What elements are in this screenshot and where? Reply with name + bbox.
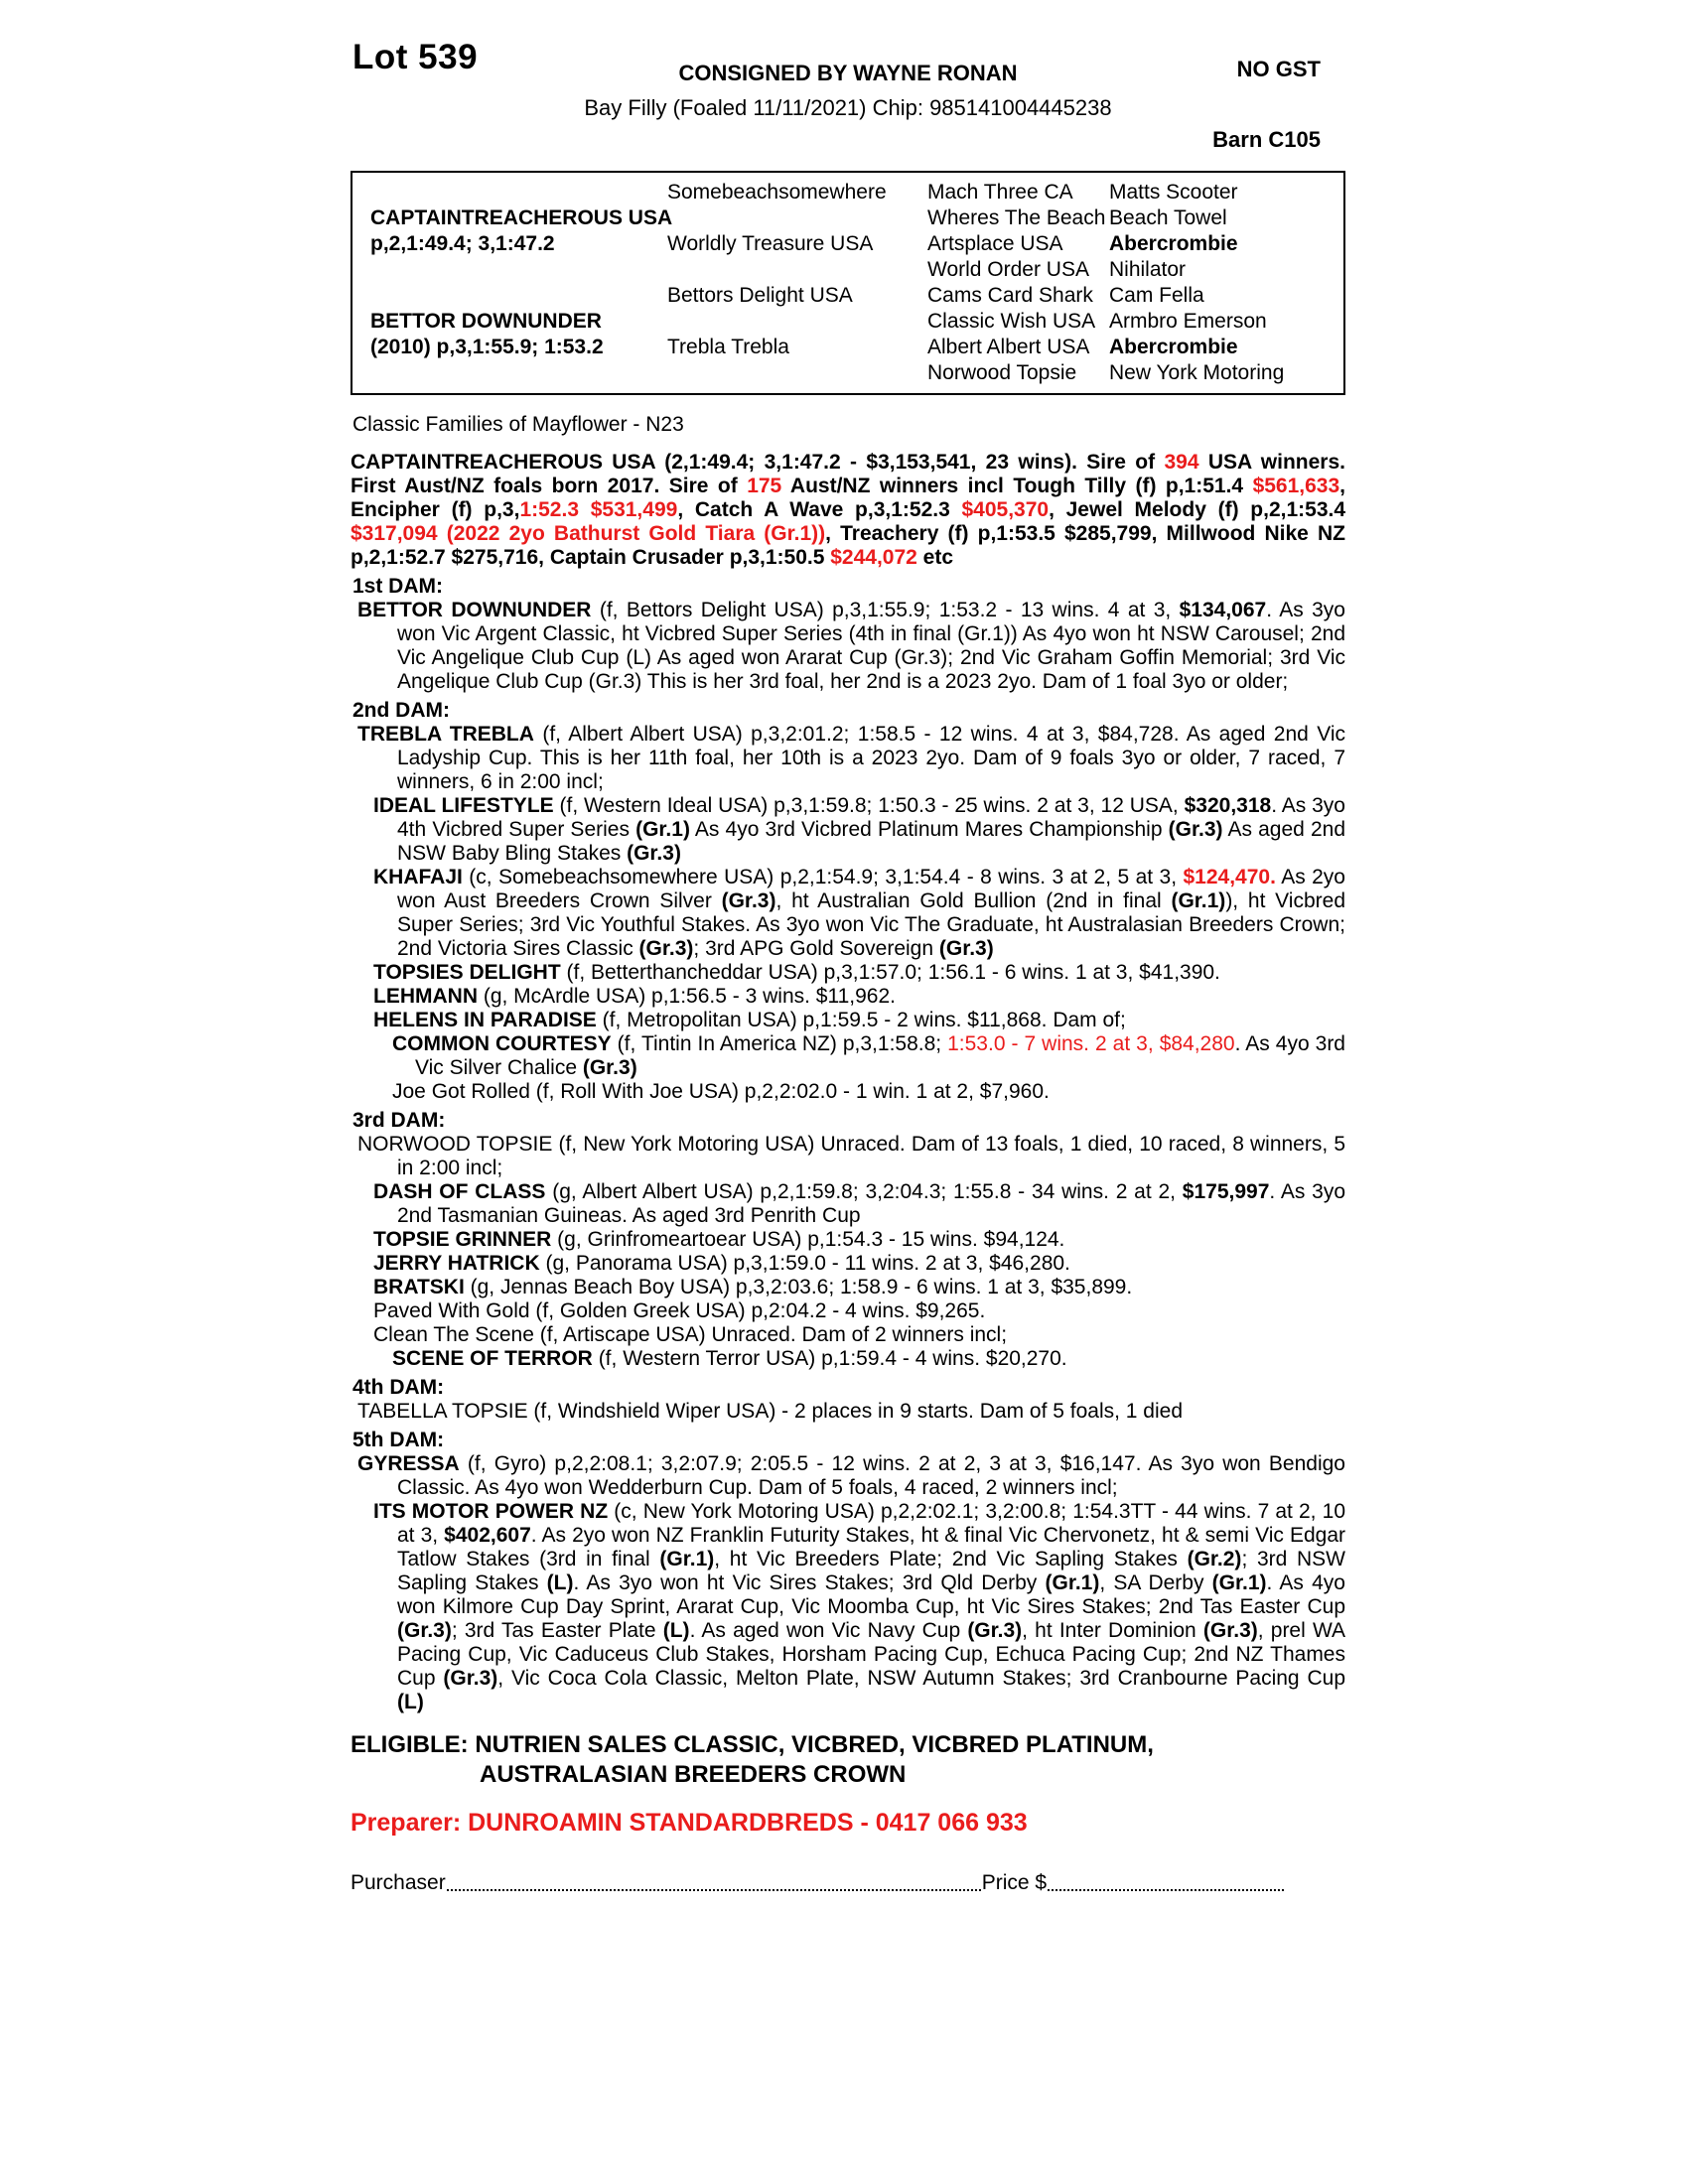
- consignor-title: CONSIGNED BY WAYNE RONAN: [678, 61, 1018, 85]
- its-motor-power: ITS MOTOR POWER NZ (c, New York Motoring…: [373, 1500, 1345, 1713]
- jerry-hatrick: JERRY HATRICK (g, Panorama USA) p,3,1:59…: [373, 1252, 1070, 1275]
- family-line: Classic Families of Mayflower - N23: [352, 413, 684, 436]
- barn-number: Barn C105: [1212, 127, 1321, 152]
- dam1-heading: 1st DAM:: [352, 575, 444, 598]
- pedigree-cell: New York Motoring: [1109, 361, 1285, 384]
- eligibility-line-1: ELIGIBLE: NUTRIEN SALES CLASSIC, VICBRED…: [351, 1731, 1154, 1758]
- page-content: Lot 539 CONSIGNED BY WAYNE RONAN NO GST …: [351, 38, 1345, 1895]
- pedigree-cell: Wheres The Beach: [927, 206, 1106, 229]
- pedigree-cell: Abercrombie: [1109, 336, 1238, 358]
- pedigree-cell: Abercrombie: [1109, 232, 1238, 255]
- pedigree-cell: Bettors Delight USA: [667, 284, 853, 307]
- trebla-trebla: TREBLA TREBLA (f, Albert Albert USA) p,3…: [357, 723, 1345, 793]
- dam4-heading: 4th DAM:: [352, 1376, 445, 1399]
- pedigree-cell: p,2,1:49.4; 3,1:47.2: [370, 232, 555, 255]
- pedigree-cell: Matts Scooter: [1109, 181, 1238, 204]
- dam2-heading: 2nd DAM:: [352, 699, 450, 722]
- pedigree-cell: CAPTAINTREACHEROUS USA: [370, 206, 673, 229]
- tabella-topsie: TABELLA TOPSIE (f, Windshield Wiper USA)…: [357, 1400, 1184, 1423]
- sire-paragraph: CAPTAINTREACHEROUS USA (2,1:49.4; 3,1:47…: [351, 451, 1346, 569]
- pedigree-cell: Somebeachsomewhere: [667, 181, 887, 204]
- horse-description: Bay Filly (Foaled 11/11/2021) Chip: 9851…: [584, 95, 1112, 120]
- lot-number: Lot 539: [352, 38, 479, 76]
- paved-with-gold: Paved With Gold (f, Golden Greek USA) p,…: [373, 1299, 986, 1322]
- pedigree-cell: Worldly Treasure USA: [667, 232, 874, 255]
- khafaji: KHAFAJI (c, Somebeachsomewhere USA) p,2,…: [373, 866, 1346, 960]
- pedigree-cell: Artsplace USA: [927, 232, 1063, 255]
- lehmann: LEHMANN (g, McArdle USA) p,1:56.5 - 3 wi…: [373, 985, 896, 1008]
- pedigree-cell: Cams Card Shark: [927, 284, 1093, 307]
- pedigree-cell: Albert Albert USA: [927, 336, 1090, 358]
- joe-got-rolled: Joe Got Rolled (f, Roll With Joe USA) p,…: [392, 1080, 1050, 1103]
- gyressa: GYRESSA (f, Gyro) p,2,2:08.1; 3,2:07.9; …: [357, 1452, 1345, 1499]
- eligibility-line-2: AUSTRALASIAN BREEDERS CROWN: [480, 1761, 907, 1788]
- pedigree-text: CAPTAINTREACHEROUS USA (2,1:49.4; 3,1:47…: [351, 451, 1345, 1714]
- ideal-lifestyle: IDEAL LIFESTYLE (f, Western Ideal USA) p…: [373, 794, 1345, 865]
- pedigree-cell: BETTOR DOWNUNDER: [370, 310, 602, 333]
- pedigree-cell: [352, 283, 667, 309]
- pedigree-cell: Armbro Emerson: [1109, 310, 1267, 333]
- dam3-heading: 3rd DAM:: [352, 1109, 446, 1132]
- purchaser-label: Purchaser: [351, 1871, 446, 1894]
- helens-in-paradise: HELENS IN PARADISE (f, Metropolitan USA)…: [373, 1009, 1126, 1031]
- pedigree-cell: [667, 360, 927, 386]
- common-courtesy: COMMON COURTESY (f, Tintin In America NZ…: [392, 1032, 1345, 1079]
- pedigree-cell: Trebla Trebla: [667, 336, 789, 358]
- price-fill-line: [1048, 1888, 1285, 1891]
- pedigree-cell: Beach Towel: [1109, 206, 1227, 229]
- bettor-downunder: BETTOR DOWNUNDER (f, Bettors Delight USA…: [357, 599, 1345, 693]
- pedigree-cell: [667, 257, 927, 283]
- scene-of-terror: SCENE OF TERROR (f, Western Terror USA) …: [392, 1347, 1067, 1370]
- dam5-heading: 5th DAM:: [352, 1429, 445, 1451]
- pedigree-cell: (2010) p,3,1:55.9; 1:53.2: [370, 336, 604, 358]
- page-header: Lot 539 CONSIGNED BY WAYNE RONAN NO GST: [351, 38, 1345, 95]
- pedigree-cell: Norwood Topsie: [927, 361, 1077, 384]
- purchaser-row: Purchaser Price $: [351, 1871, 1345, 1895]
- eligibility-block: ELIGIBLE: NUTRIEN SALES CLASSIC, VICBRED…: [351, 1730, 1345, 1790]
- pedigree-cell: Mach Three CA: [927, 181, 1073, 204]
- preparer-line: Preparer: DUNROAMIN STANDARDBREDS - 0417…: [351, 1809, 1028, 1837]
- gst-status: NO GST: [1236, 57, 1321, 81]
- pedigree-cell: Cam Fella: [1109, 284, 1204, 307]
- purchaser-fill-line: [446, 1888, 981, 1891]
- pedigree-cell: Classic Wish USA: [927, 310, 1096, 333]
- pedigree-table: Somebeachsomewhere Mach Three CA Matts Sco…: [351, 171, 1345, 395]
- norwood-topsie: NORWOOD TOPSIE (f, New York Motoring USA…: [357, 1133, 1345, 1179]
- topsie-grinner: TOPSIE GRINNER (g, Grinfromeartoear USA)…: [373, 1228, 1065, 1251]
- pedigree-cell: [667, 309, 927, 335]
- pedigree-cell: Nihilator: [1109, 258, 1187, 281]
- pedigree-cell: [352, 360, 667, 386]
- pedigree-cell: World Order USA: [927, 258, 1089, 281]
- price-label: Price $: [981, 1871, 1048, 1894]
- pedigree-cell: [352, 180, 667, 205]
- pedigree-cell: [352, 257, 667, 283]
- pedigree-cell: [667, 205, 927, 231]
- dash-of-class: DASH OF CLASS (g, Albert Albert USA) p,2…: [373, 1180, 1346, 1227]
- bratski: BRATSKI (g, Jennas Beach Boy USA) p,3,2:…: [373, 1276, 1133, 1298]
- topsies-delight: TOPSIES DELIGHT (f, Betterthancheddar US…: [373, 961, 1220, 984]
- clean-the-scene: Clean The Scene (f, Artiscape USA) Unrac…: [373, 1323, 1008, 1346]
